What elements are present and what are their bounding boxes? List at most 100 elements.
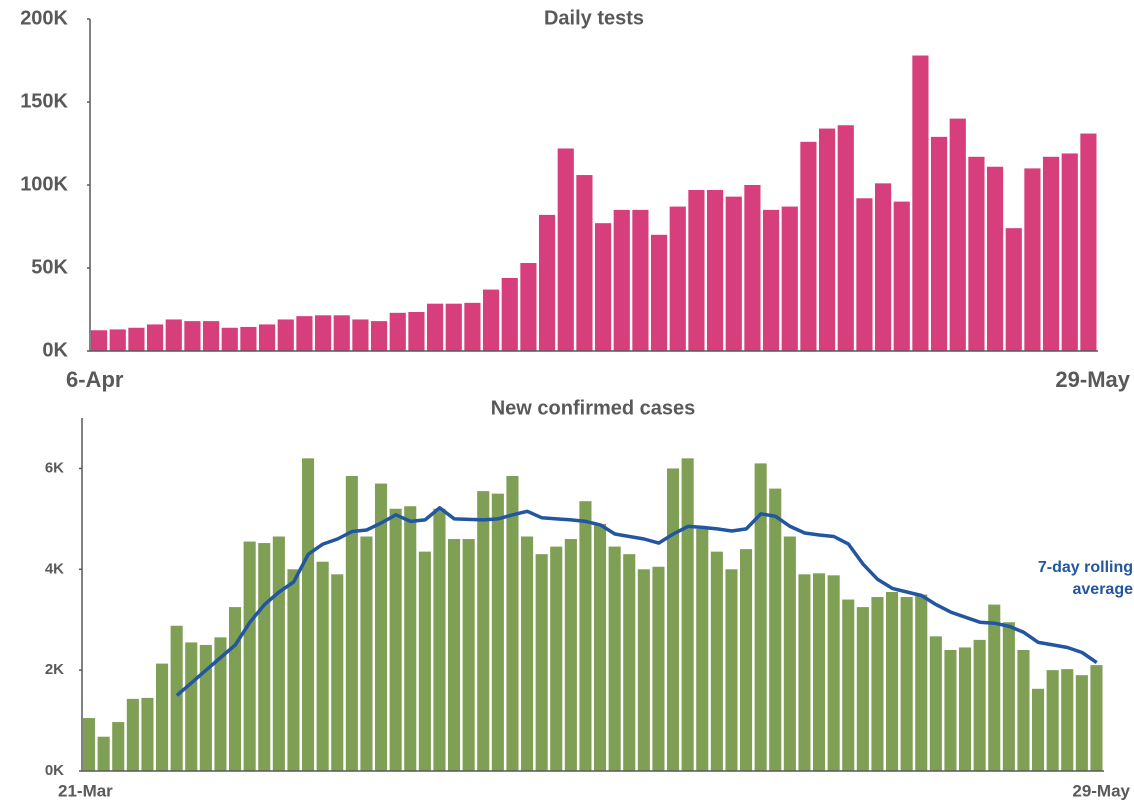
- bar: [987, 166, 1004, 351]
- y-tick-label: 100K: [20, 173, 68, 195]
- bar: [316, 561, 329, 771]
- bar: [243, 541, 256, 771]
- bar: [1061, 669, 1074, 771]
- bar: [886, 591, 899, 771]
- bar: [352, 319, 369, 351]
- bar: [389, 508, 402, 771]
- bar: [594, 523, 607, 771]
- bar: [557, 148, 574, 351]
- bar: [1061, 153, 1078, 351]
- bar: [827, 575, 840, 771]
- bar: [637, 569, 650, 771]
- bar: [389, 312, 406, 351]
- y-tick-label: 50K: [31, 256, 68, 278]
- bar: [1043, 156, 1060, 351]
- bar: [184, 321, 201, 351]
- line-label: average: [1073, 581, 1134, 598]
- bar: [1075, 675, 1088, 771]
- bar: [959, 647, 972, 771]
- bar: [448, 539, 461, 771]
- bar: [813, 573, 826, 771]
- x-tick-label: 29-May: [1072, 781, 1130, 800]
- bar: [696, 528, 709, 771]
- bar: [345, 475, 358, 771]
- bar: [462, 539, 475, 771]
- chart-title: New confirmed cases: [491, 397, 696, 419]
- bar: [931, 136, 948, 351]
- bar: [1024, 168, 1041, 351]
- bar: [83, 718, 96, 771]
- bar: [595, 223, 612, 351]
- x-tick-label: 21-Mar: [58, 781, 113, 800]
- bar: [856, 607, 869, 771]
- y-tick-label: 2K: [45, 661, 64, 678]
- bar: [408, 311, 425, 351]
- bar: [988, 604, 1001, 771]
- bar: [651, 234, 668, 351]
- x-tick-label: 29-May: [1055, 367, 1130, 392]
- bar: [915, 594, 928, 771]
- bar: [418, 551, 431, 771]
- bar: [1090, 665, 1103, 771]
- bar: [837, 125, 854, 352]
- bar: [126, 698, 139, 771]
- bar: [258, 543, 271, 771]
- bar: [893, 201, 910, 351]
- bar: [214, 637, 227, 771]
- bar: [203, 321, 220, 351]
- bar: [550, 546, 563, 771]
- bar: [1005, 228, 1022, 351]
- bar: [539, 214, 556, 351]
- bar: [506, 475, 519, 771]
- bar: [333, 315, 350, 351]
- bar: [608, 546, 621, 771]
- bar: [798, 574, 811, 771]
- bar: [623, 554, 636, 771]
- bar: [302, 458, 315, 771]
- y-tick-label: 4K: [45, 560, 64, 577]
- bar: [404, 506, 417, 771]
- bar: [579, 501, 592, 771]
- bar: [783, 536, 796, 771]
- bar: [535, 554, 548, 771]
- bar: [1046, 670, 1059, 771]
- bar: [272, 536, 285, 771]
- bar: [669, 206, 686, 351]
- bar: [112, 722, 125, 771]
- bar: [185, 642, 198, 771]
- bar: [1080, 133, 1097, 351]
- y-tick-label: 150K: [20, 90, 68, 112]
- bar: [725, 196, 742, 351]
- bar: [754, 463, 767, 771]
- bar: [744, 185, 761, 351]
- bar: [296, 316, 313, 351]
- bar: [613, 209, 630, 351]
- bar: [800, 141, 817, 351]
- bar: [707, 189, 724, 351]
- bar: [681, 458, 694, 771]
- bar: [464, 302, 481, 351]
- bar: [564, 539, 577, 771]
- bar: [170, 625, 183, 771]
- y-tick-label: 0K: [42, 339, 68, 361]
- y-tick-label: 6K: [45, 459, 64, 476]
- bar: [781, 206, 798, 351]
- bar: [277, 319, 294, 351]
- bar: [156, 663, 169, 771]
- bar: [973, 639, 986, 771]
- bar: [259, 324, 276, 351]
- bar: [477, 491, 490, 771]
- bar: [331, 574, 344, 771]
- bar: [842, 599, 855, 771]
- bar: [688, 189, 705, 351]
- bar: [710, 551, 723, 771]
- bar: [875, 183, 892, 351]
- bar: [165, 319, 182, 351]
- bar: [944, 649, 957, 771]
- bar: [141, 697, 154, 771]
- x-tick-label: 6-Apr: [66, 367, 124, 392]
- bar: [427, 303, 444, 351]
- bar: [1017, 649, 1030, 771]
- bar: [520, 263, 537, 351]
